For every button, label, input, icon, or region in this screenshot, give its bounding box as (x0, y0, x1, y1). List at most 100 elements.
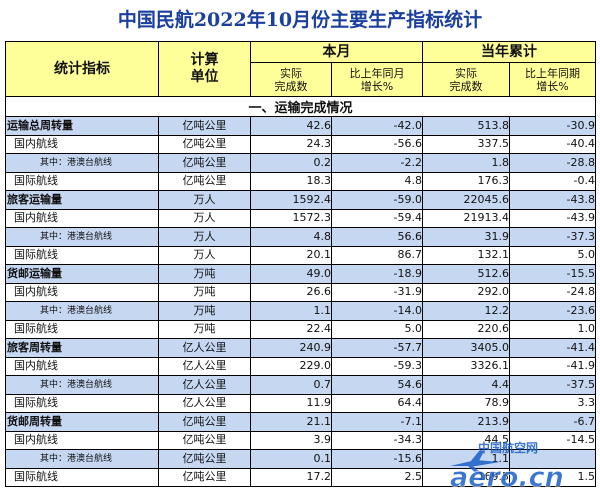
row-month-value-cell: 0.2 (250, 153, 332, 173)
row-unit-cell: 万吨 (158, 282, 251, 302)
row-unit-cell: 万吨 (158, 319, 251, 339)
row-ytd-value-cell: 22045.6 (422, 190, 510, 210)
row-month-yoy-cell: 86.7 (331, 245, 423, 265)
row-name-cell: 国际航线 (5, 171, 159, 191)
row-month-value-cell: 1.1 (250, 301, 332, 321)
row-ytd-yoy-cell: -30.9 (509, 116, 596, 136)
row-month-yoy-cell: -31.9 (331, 282, 423, 302)
row-month-value-cell: 1592.4 (250, 190, 332, 210)
table-row: 国内航线 亿吨公里 3.9 -34.3 44.5 -14.5 (5, 430, 596, 450)
row-month-yoy-cell: -57.7 (331, 338, 423, 358)
row-ytd-value-cell: 4.4 (422, 375, 510, 395)
table-row: 其中：港澳台航线 亿吨公里 0.2 -2.2 1.8 -28.8 (5, 153, 596, 173)
row-name-cell: 国内航线 (5, 282, 159, 302)
row-unit-cell: 亿人公里 (158, 356, 251, 376)
header-ytd-yoy: 比上年同期 增长% (509, 62, 596, 97)
row-ytd-value-cell: 337.5 (422, 134, 510, 154)
row-name-cell: 其中：港澳台航线 (5, 227, 159, 247)
row-month-value-cell: 0.7 (250, 375, 332, 395)
header-month-yoy: 比上年同月 增长% (331, 62, 423, 97)
row-name-cell: 国际航线 (5, 245, 159, 265)
row-ytd-yoy-cell: -24.8 (509, 282, 596, 302)
row-month-value-cell: 11.9 (250, 393, 332, 413)
row-name-cell: 国际航线 (5, 393, 159, 413)
row-month-value-cell: 24.3 (250, 134, 332, 154)
row-month-yoy-cell: -59.4 (331, 208, 423, 228)
row-ytd-yoy-cell: -41.4 (509, 338, 596, 358)
row-name-cell: 运输总周转量 (5, 116, 159, 136)
row-ytd-value-cell: 292.0 (422, 282, 510, 302)
table-row: 国际航线 万人 20.1 86.7 132.1 5.0 (5, 245, 596, 265)
row-unit-cell: 万人 (158, 227, 251, 247)
row-ytd-yoy-cell: -43.8 (509, 190, 596, 210)
row-unit-cell: 亿吨公里 (158, 116, 251, 136)
row-name-cell: 其中：港澳台航线 (5, 153, 159, 173)
row-name-cell: 国际航线 (5, 319, 159, 339)
table-row: 国内航线 亿吨公里 24.3 -56.6 337.5 -40.4 (5, 134, 596, 154)
row-month-value-cell: 22.4 (250, 319, 332, 339)
row-month-value-cell: 229.0 (250, 356, 332, 376)
row-ytd-value-cell: 213.9 (422, 412, 510, 432)
row-unit-cell: 万吨 (158, 264, 251, 284)
row-ytd-yoy-cell: -15.5 (509, 264, 596, 284)
row-month-value-cell: 26.6 (250, 282, 332, 302)
row-ytd-value-cell: 512.6 (422, 264, 510, 284)
row-name-cell: 旅客周转量 (5, 338, 159, 358)
row-month-yoy-cell: -42.0 (331, 116, 423, 136)
row-unit-cell: 万人 (158, 208, 251, 228)
table-row: 国际航线 亿吨公里 18.3 4.8 176.3 -0.4 (5, 171, 596, 191)
table-row: 其中：港澳台航线 亿吨公里 0.1 -15.6 1.1 (5, 449, 596, 469)
table-row: 旅客运输量 万人 1592.4 -59.0 22045.6 -43.8 (5, 190, 596, 210)
row-month-value-cell: 0.1 (250, 449, 332, 469)
row-ytd-value-cell: 220.6 (422, 319, 510, 339)
row-month-value-cell: 49.0 (250, 264, 332, 284)
row-unit-cell: 亿人公里 (158, 338, 251, 358)
table-row: 运输总周转量 亿吨公里 42.6 -42.0 513.8 -30.9 (5, 116, 596, 136)
row-month-value-cell: 18.3 (250, 171, 332, 191)
header-ytd-actual: 实际 完成数 (422, 62, 510, 97)
header-this-month: 本月 (250, 41, 423, 63)
row-name-cell: 其中：港澳台航线 (5, 301, 159, 321)
row-unit-cell: 万人 (158, 190, 251, 210)
row-name-cell: 旅客运输量 (5, 190, 159, 210)
table-row: 国内航线 万吨 26.6 -31.9 292.0 -24.8 (5, 282, 596, 302)
row-month-value-cell: 17.2 (250, 467, 332, 487)
row-ytd-yoy-cell: 1.0 (509, 319, 596, 339)
row-ytd-yoy-cell: -37.5 (509, 375, 596, 395)
table-row: 其中：港澳台航线 万人 4.8 56.6 31.9 -37.3 (5, 227, 596, 247)
row-ytd-yoy-cell: 1.5 (509, 467, 596, 487)
row-month-yoy-cell: 64.4 (331, 393, 423, 413)
row-ytd-value-cell: 1.1 (422, 449, 510, 469)
row-ytd-value-cell: 3405.0 (422, 338, 510, 358)
row-ytd-yoy-cell: -0.4 (509, 171, 596, 191)
row-month-yoy-cell: 54.6 (331, 375, 423, 395)
row-ytd-value-cell: 1.8 (422, 153, 510, 173)
row-month-yoy-cell: -56.6 (331, 134, 423, 154)
row-name-cell: 国内航线 (5, 208, 159, 228)
row-unit-cell: 亿人公里 (158, 375, 251, 395)
row-month-yoy-cell: -18.9 (331, 264, 423, 284)
row-ytd-yoy-cell (509, 449, 596, 469)
table-row: 国际航线 万吨 22.4 5.0 220.6 1.0 (5, 319, 596, 339)
row-month-value-cell: 1572.3 (250, 208, 332, 228)
header-ytd: 当年累计 (422, 41, 596, 63)
page-title: 中国民航2022年10月份主要生产指标统计 (117, 9, 483, 31)
row-name-cell: 国际航线 (5, 467, 159, 487)
row-name-cell: 货邮运输量 (5, 264, 159, 284)
statistics-table: 统计指标 计算 单位 本月 当年累计 实际 完成数 比上年同月 增长% 实际 完… (5, 41, 596, 487)
section-title: 一、运输完成情况 (5, 96, 596, 117)
row-month-value-cell: 3.9 (250, 430, 332, 450)
row-ytd-yoy-cell: -41.9 (509, 356, 596, 376)
row-ytd-value-cell: 176.3 (422, 171, 510, 191)
row-ytd-value-cell: 132.1 (422, 245, 510, 265)
row-month-value-cell: 240.9 (250, 338, 332, 358)
row-unit-cell: 亿吨公里 (158, 134, 251, 154)
table-row: 国内航线 亿人公里 229.0 -59.3 3326.1 -41.9 (5, 356, 596, 376)
row-month-yoy-cell: -7.1 (331, 412, 423, 432)
table-row: 货邮周转量 亿吨公里 21.1 -7.1 213.9 -6.7 (5, 412, 596, 432)
table-row: 国际航线 亿人公里 11.9 64.4 78.9 3.3 (5, 393, 596, 413)
table-row: 国际航线 亿吨公里 17.2 2.5 169.5 1.5 (5, 467, 596, 487)
row-month-yoy-cell: 56.6 (331, 227, 423, 247)
row-month-yoy-cell: -59.0 (331, 190, 423, 210)
row-ytd-yoy-cell: -43.9 (509, 208, 596, 228)
